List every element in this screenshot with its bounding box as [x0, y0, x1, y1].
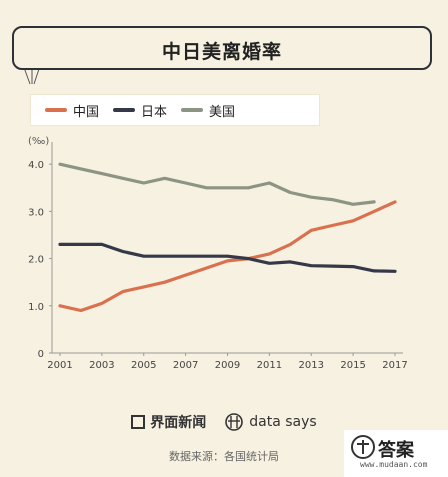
y-tick-label: 0: [38, 349, 44, 360]
line-chart: (‰) 0 1.0 2.0 3.0 4.0 2001 2003 2005 2007 2009 2011…: [28, 136, 408, 371]
x-tick-label: 2005: [131, 360, 156, 371]
y-tick-label: 2.0: [28, 255, 44, 266]
y-unit-label: (‰): [28, 136, 49, 147]
x-tick-label: 2001: [47, 360, 72, 371]
series-line-china: [58, 200, 397, 313]
y-tick-label: 3.0: [28, 207, 44, 218]
datasays-logo-icon: [225, 413, 244, 431]
x-tick-label: 2011: [257, 360, 282, 371]
x-tick-label: 2003: [89, 360, 114, 371]
footer: 界面新闻 data says: [0, 410, 448, 434]
jiemian-logo-icon: [131, 415, 146, 429]
brand-datasays-label: data says: [249, 414, 317, 430]
series-line-japan: [58, 242, 397, 273]
x-tick-label: 2007: [173, 360, 198, 371]
chart-title: 中日美离婚率: [161, 41, 282, 63]
legend-swatch-china: [45, 108, 67, 112]
title-box: 中日美离婚率: [12, 26, 432, 70]
legend: 中国 日本 美国: [30, 94, 320, 126]
x-tick-label: 2017: [382, 360, 407, 371]
corner-watermark: 答案 www.mudaan.com: [344, 430, 448, 477]
legend-item-usa: 美国: [181, 101, 235, 120]
data-source: 数据来源：各国统计局: [169, 450, 279, 463]
x-tick-label: 2013: [299, 360, 324, 371]
corner-logo-icon: [351, 435, 375, 459]
legend-swatch-japan: [113, 108, 136, 112]
y-tick-label: 1.0: [28, 302, 44, 313]
legend-item-china: 中国: [45, 101, 99, 120]
brand-jiemian-label: 界面新闻: [150, 415, 207, 431]
legend-swatch-usa: [181, 108, 204, 112]
legend-item-japan: 日本: [113, 101, 167, 120]
brand-jiemian: 界面新闻: [131, 412, 206, 432]
legend-label-china: 中国: [73, 104, 100, 120]
series-line-usa: [58, 162, 376, 206]
x-tick-label: 2009: [215, 360, 240, 371]
legend-label-usa: 美国: [209, 104, 236, 120]
corner-title: 答案: [378, 440, 414, 461]
x-tick-label: 2015: [340, 360, 365, 371]
y-tick-label: 4.0: [28, 160, 44, 171]
brand-datasays: data says: [224, 412, 317, 432]
legend-label-japan: 日本: [141, 104, 168, 120]
corner-url: www.mudaan.com: [360, 460, 428, 469]
